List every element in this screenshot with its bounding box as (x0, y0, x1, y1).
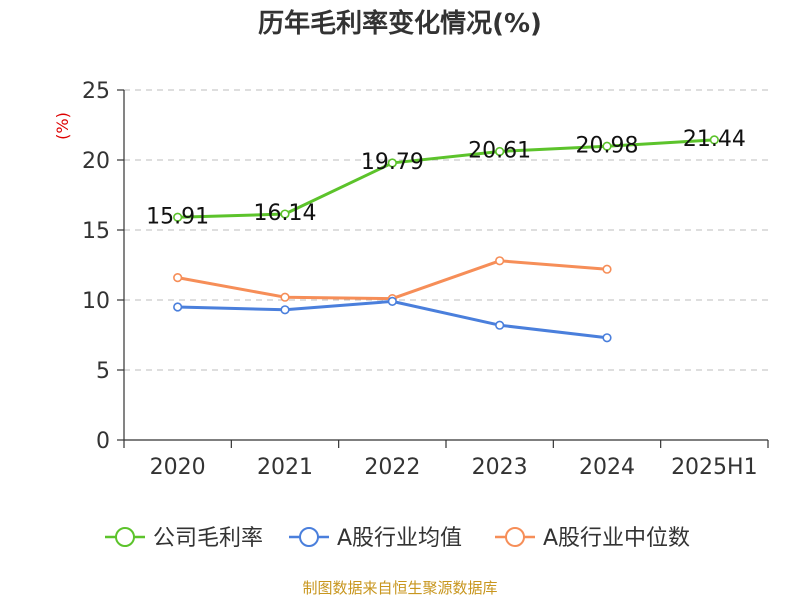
data-point (709, 135, 719, 145)
series-line (177, 259, 608, 301)
legend-marker (115, 527, 135, 547)
series-lines (173, 135, 719, 343)
x-tick-label: 2021 (257, 455, 313, 480)
data-point (173, 273, 183, 283)
legend-marker (505, 527, 525, 547)
data-label: 20.98 (576, 133, 639, 158)
data-point (602, 264, 612, 274)
data-point (280, 292, 290, 302)
data-label: 15.91 (146, 204, 209, 229)
series-line (177, 138, 715, 219)
data-point (495, 256, 505, 266)
data-point (387, 296, 397, 307)
data-point (602, 333, 612, 343)
chart-title: 历年毛利率变化情况(%) (258, 8, 542, 39)
data-point (173, 212, 183, 222)
data-point (280, 305, 290, 315)
data-labels: 15.91 16.14 19.79 20.61 20.98 21.44 (146, 127, 746, 229)
y-tick-label: 15 (82, 219, 110, 244)
legend-marker (299, 527, 319, 547)
data-point (495, 146, 505, 157)
data-label: 21.44 (683, 127, 746, 152)
legend-label: A股行业中位数 (543, 526, 690, 551)
y-tick-label: 0 (96, 429, 110, 454)
data-point (495, 320, 505, 330)
y-tick-label: 10 (82, 289, 110, 314)
legend: 公司毛利率 A股行业均值 A股行业中位数 (105, 526, 690, 551)
x-tick-label: 2022 (364, 455, 420, 480)
data-point (602, 141, 612, 151)
data-label: 20.61 (468, 138, 531, 163)
x-tick-label: 2020 (150, 455, 206, 480)
legend-label: A股行业均值 (337, 526, 462, 551)
grid-lines (124, 89, 768, 371)
x-tick-label: 2025H1 (671, 455, 758, 480)
y-tick-label: 5 (96, 359, 110, 384)
data-label: 16.14 (254, 201, 317, 226)
data-point (387, 158, 397, 168)
data-point (173, 302, 183, 312)
x-tick-label: 2023 (472, 455, 528, 480)
y-axis-unit-label: (%) (53, 112, 72, 140)
y-tick-label: 20 (82, 149, 110, 174)
data-label: 19.79 (361, 150, 424, 175)
axes: 0 5 10 15 20 25 2020 2021 2022 2023 2024 2025H1 (82, 79, 769, 480)
x-tick-label: 2024 (579, 455, 635, 480)
source-note: 制图数据来自恒生聚源数据库 (302, 579, 497, 597)
y-tick-label: 25 (82, 79, 110, 104)
series-line (177, 299, 608, 340)
data-point (280, 209, 290, 219)
legend-label: 公司毛利率 (153, 526, 263, 551)
